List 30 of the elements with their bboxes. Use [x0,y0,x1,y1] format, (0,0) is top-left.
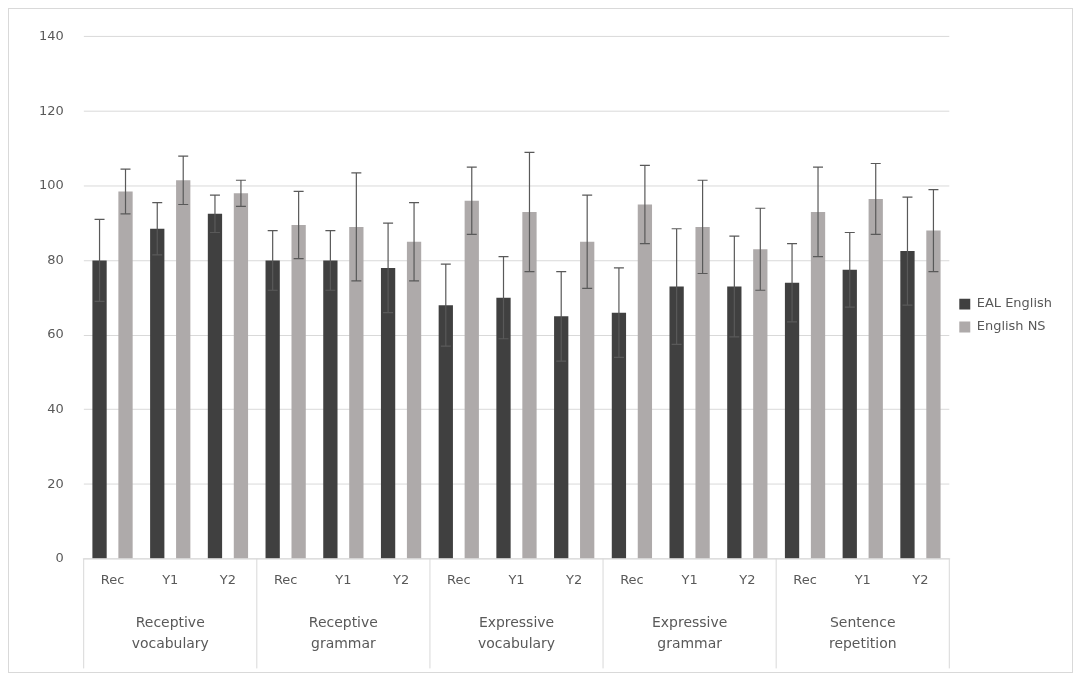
x-tick-label: Y2 [218,571,237,587]
x-tick-label: Rec [100,571,125,587]
text: Expressive vocabulary [477,613,556,652]
y-tick-label: 100 [38,177,64,193]
x-tick-label: Y1 [680,571,698,587]
text: Receptive vocabulary [131,613,209,652]
x-tick-label: Rec [273,571,298,587]
x-tick-label: Rec [447,571,471,587]
y-tick-label: 20 [47,475,64,491]
x-tick-label: Y2 [911,571,929,587]
x-tick-label: Y2 [391,571,410,587]
y-tick-label: 140 [38,28,64,44]
text: Sentence repetition [828,613,897,652]
text: Receptive grammar [308,613,378,652]
x-tick-label: Y2 [565,571,583,587]
x-tick-label: Rec [793,571,817,587]
x-tick-label: Y1 [507,571,525,587]
y-tick-label: 0 [55,550,64,566]
x-tick-label: Y1 [334,571,352,587]
y-tick-label: 120 [38,102,64,118]
x-tick-label: Y2 [738,571,756,587]
x-tick-label: Y1 [161,571,179,587]
text: Expressive grammar [651,613,728,652]
y-tick-label: 60 [47,326,64,342]
legend-label: English NS [976,318,1046,334]
x-tick-label: Y1 [853,571,871,587]
x-tick-label: Rec [620,571,644,587]
legend-label: EAL English [976,295,1052,311]
y-tick-label: 80 [47,251,64,267]
y-tick-label: 40 [47,400,64,416]
